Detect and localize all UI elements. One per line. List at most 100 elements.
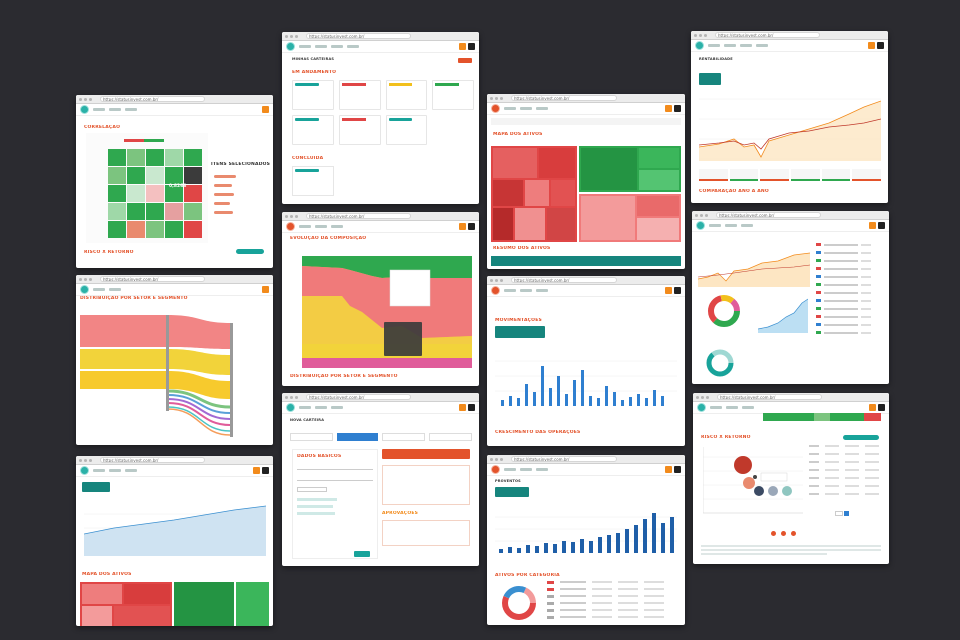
window-dot-icon[interactable] — [89, 97, 92, 101]
nav-link[interactable] — [520, 468, 532, 471]
url-bar[interactable]: https://statusinvest.com.br/ — [306, 394, 412, 400]
nav-link[interactable] — [109, 469, 121, 472]
table-row[interactable] — [809, 461, 881, 464]
notification-button[interactable] — [262, 106, 269, 113]
list-item[interactable] — [816, 283, 880, 286]
url-bar[interactable]: https://statusinvest.com.br/ — [100, 457, 206, 463]
avatar[interactable] — [262, 467, 269, 474]
logo-icon[interactable] — [286, 222, 295, 231]
nav-link[interactable] — [742, 406, 754, 409]
nav-link[interactable] — [299, 45, 311, 48]
logo-icon[interactable] — [695, 41, 704, 50]
logo-icon[interactable] — [491, 104, 500, 113]
allocation-donut-chart[interactable] — [706, 293, 742, 329]
patrimony-treemap[interactable] — [80, 582, 269, 626]
url-bar[interactable]: https://statusinvest.com.br/ — [306, 213, 412, 219]
table-row[interactable] — [809, 469, 881, 472]
window-dot-icon[interactable] — [290, 214, 293, 218]
nav-link[interactable] — [520, 107, 532, 110]
list-item[interactable] — [816, 267, 880, 270]
window-dot-icon[interactable] — [490, 457, 493, 461]
nav-link[interactable] — [331, 406, 343, 409]
window-dot-icon[interactable] — [495, 96, 498, 100]
window-dot-icon[interactable] — [89, 277, 92, 281]
performance-line-chart[interactable] — [699, 89, 881, 161]
logo-icon[interactable] — [80, 466, 89, 475]
nav-link[interactable] — [726, 406, 738, 409]
currency-select[interactable] — [297, 487, 327, 492]
url-bar[interactable]: https://statusinvest.com.br/ — [100, 96, 206, 102]
category-pie-chart[interactable] — [499, 583, 539, 623]
table-row[interactable] — [547, 609, 677, 612]
avatar[interactable] — [878, 222, 885, 229]
notification-button[interactable] — [869, 222, 876, 229]
url-bar[interactable]: https://statusinvest.com.br/ — [511, 456, 617, 462]
list-item[interactable] — [816, 299, 880, 302]
toggle-switch[interactable] — [236, 249, 264, 254]
url-bar[interactable]: https://statusinvest.com.br/ — [511, 277, 617, 283]
window-dot-icon[interactable] — [705, 213, 708, 217]
window-dot-icon[interactable] — [694, 33, 697, 37]
category-donut-chart[interactable] — [704, 347, 736, 379]
nav-link[interactable] — [725, 224, 737, 227]
window-dot-icon[interactable] — [699, 33, 702, 37]
nav-link[interactable] — [536, 289, 548, 292]
notification-button[interactable] — [459, 404, 466, 411]
table-row[interactable] — [809, 453, 881, 456]
url-bar[interactable]: https://statusinvest.com.br/ — [715, 32, 821, 38]
twitter-icon[interactable] — [791, 531, 796, 536]
list-item[interactable] — [214, 202, 230, 205]
list-item[interactable] — [214, 211, 233, 214]
wallet-card[interactable] — [292, 166, 334, 196]
logo-icon[interactable] — [696, 221, 705, 230]
nav-link[interactable] — [93, 469, 105, 472]
nav-link[interactable] — [93, 108, 105, 111]
window-dot-icon[interactable] — [500, 457, 503, 461]
nav-link[interactable] — [536, 107, 548, 110]
page-button[interactable] — [835, 511, 843, 516]
wallet-card[interactable] — [432, 80, 474, 110]
list-item[interactable] — [214, 193, 234, 196]
earnings-bar-chart[interactable] — [495, 505, 677, 553]
table-row[interactable] — [547, 595, 677, 598]
nav-link[interactable] — [331, 45, 343, 48]
url-bar[interactable]: https://statusinvest.com.br/ — [717, 394, 822, 400]
window-dot-icon[interactable] — [285, 395, 288, 399]
step-tab[interactable] — [290, 433, 333, 441]
nav-link[interactable] — [109, 288, 121, 291]
window-dot-icon[interactable] — [285, 214, 288, 218]
wallet-card[interactable] — [385, 80, 428, 110]
window-dot-icon[interactable] — [500, 96, 503, 100]
list-item[interactable] — [816, 251, 880, 254]
window-dot-icon[interactable] — [500, 278, 503, 282]
notification-button[interactable] — [253, 467, 260, 474]
notification-button[interactable] — [665, 105, 672, 112]
wallet-card[interactable] — [385, 115, 428, 145]
nav-link[interactable] — [299, 406, 311, 409]
table-row[interactable] — [809, 485, 881, 488]
step-tab[interactable] — [382, 433, 425, 441]
youtube-icon[interactable] — [771, 531, 776, 536]
table-row[interactable] — [547, 602, 677, 605]
nav-link[interactable] — [331, 225, 343, 228]
asset-treemap[interactable] — [491, 146, 681, 242]
composition-area-chart[interactable] — [302, 256, 472, 368]
step-tab[interactable] — [337, 433, 378, 441]
logo-icon[interactable] — [80, 285, 89, 294]
table-row[interactable] — [809, 477, 881, 480]
url-bar[interactable]: https://statusinvest.com.br/ — [100, 276, 206, 282]
logo-icon[interactable] — [80, 105, 89, 114]
nav-link[interactable] — [520, 289, 532, 292]
logo-icon[interactable] — [697, 403, 706, 412]
window-dot-icon[interactable] — [285, 34, 288, 38]
avatar[interactable] — [878, 404, 885, 411]
nav-link[interactable] — [710, 406, 722, 409]
url-bar[interactable]: https://statusinvest.com.br/ — [716, 212, 822, 218]
page-button[interactable] — [843, 511, 849, 516]
toggle-switch[interactable] — [843, 435, 879, 440]
logo-icon[interactable] — [491, 286, 500, 295]
growth-area-chart[interactable] — [758, 293, 808, 333]
url-bar[interactable]: https://statusinvest.com.br/ — [511, 95, 617, 101]
nav-link[interactable] — [536, 468, 548, 471]
avatar[interactable] — [468, 404, 475, 411]
